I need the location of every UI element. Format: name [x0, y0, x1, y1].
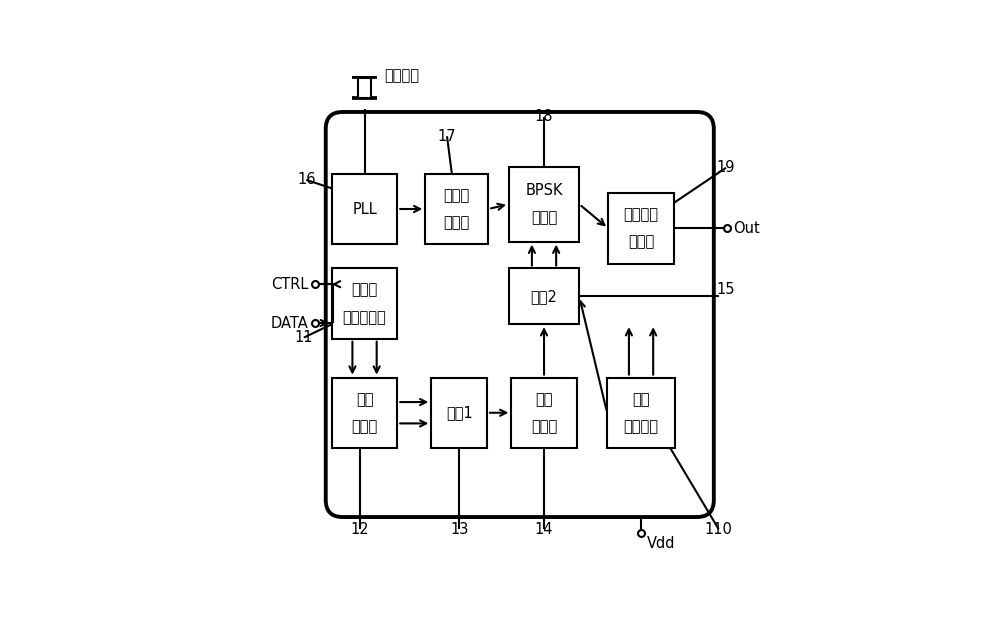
Text: Vdd: Vdd	[647, 536, 675, 551]
Bar	[608, 193, 674, 263]
Text: 17: 17	[438, 129, 456, 144]
Bar	[332, 377, 397, 448]
Text: 15: 15	[717, 282, 735, 297]
Bar	[358, 77, 371, 98]
Bar	[332, 174, 397, 244]
Bar	[425, 174, 488, 244]
Text: 片外晶振: 片外晶振	[384, 68, 419, 83]
Bar	[431, 377, 487, 448]
Text: 110: 110	[705, 522, 733, 537]
Text: 脉冲发生器: 脉冲发生器	[343, 310, 386, 324]
Text: 小信号: 小信号	[444, 188, 470, 203]
FancyBboxPatch shape	[326, 112, 714, 517]
Text: 电源: 电源	[632, 392, 650, 406]
Text: 巴伦1: 巴伦1	[446, 405, 473, 420]
Text: CTRL: CTRL	[271, 277, 309, 292]
Text: 脉冲: 脉冲	[356, 392, 373, 406]
Text: 11: 11	[295, 330, 313, 345]
Bar	[509, 166, 579, 242]
Text: 19: 19	[717, 160, 735, 175]
Text: 超宽带: 超宽带	[351, 282, 378, 297]
Bar	[332, 268, 397, 339]
Text: 放大器: 放大器	[531, 419, 557, 434]
Text: 调制器: 调制器	[531, 210, 557, 226]
Bar	[509, 268, 579, 324]
Text: BPSK: BPSK	[525, 183, 563, 198]
Text: 管理模块: 管理模块	[624, 419, 659, 434]
Text: 18: 18	[535, 110, 553, 124]
Text: 13: 13	[450, 522, 468, 537]
Text: 16: 16	[297, 173, 316, 187]
Text: 可变增益: 可变增益	[624, 207, 659, 222]
Text: 成型器: 成型器	[351, 419, 378, 434]
Text: 中频: 中频	[535, 392, 553, 406]
Text: 放大器: 放大器	[444, 215, 470, 230]
Text: 12: 12	[350, 522, 369, 537]
Text: 巴伦2: 巴伦2	[531, 289, 557, 304]
Text: Out: Out	[733, 221, 760, 236]
Text: 14: 14	[535, 522, 553, 537]
Text: DATA: DATA	[271, 316, 309, 331]
Text: 放大器: 放大器	[628, 234, 654, 249]
Bar	[607, 377, 675, 448]
Text: PLL: PLL	[352, 202, 377, 217]
Bar	[511, 377, 577, 448]
